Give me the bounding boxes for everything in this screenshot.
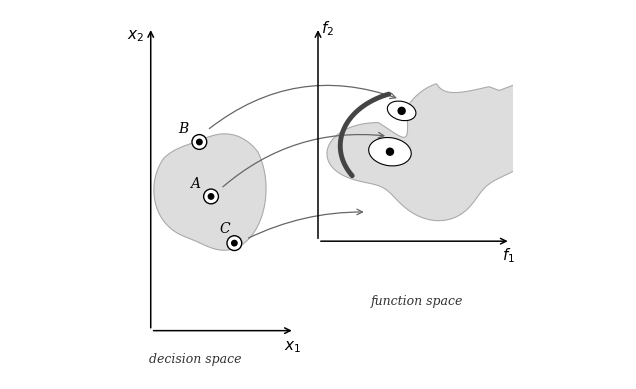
Text: $x_2$: $x_2$ [127, 28, 144, 44]
Text: function space: function space [371, 295, 464, 308]
Ellipse shape [387, 101, 416, 121]
Circle shape [204, 189, 218, 204]
Circle shape [209, 194, 214, 199]
Circle shape [232, 240, 237, 246]
Text: B: B [178, 122, 188, 136]
Text: A: A [190, 177, 200, 191]
Circle shape [387, 148, 394, 155]
Text: C: C [219, 222, 230, 236]
Circle shape [192, 135, 207, 149]
Circle shape [197, 139, 202, 145]
Polygon shape [154, 134, 266, 250]
Circle shape [227, 236, 242, 251]
Text: $f_2$: $f_2$ [321, 19, 335, 38]
Text: decision space: decision space [149, 352, 242, 366]
Circle shape [398, 107, 405, 114]
Polygon shape [327, 82, 546, 221]
Ellipse shape [369, 138, 411, 166]
Text: $f_1$: $f_1$ [502, 247, 515, 265]
Text: $x_1$: $x_1$ [284, 339, 301, 355]
